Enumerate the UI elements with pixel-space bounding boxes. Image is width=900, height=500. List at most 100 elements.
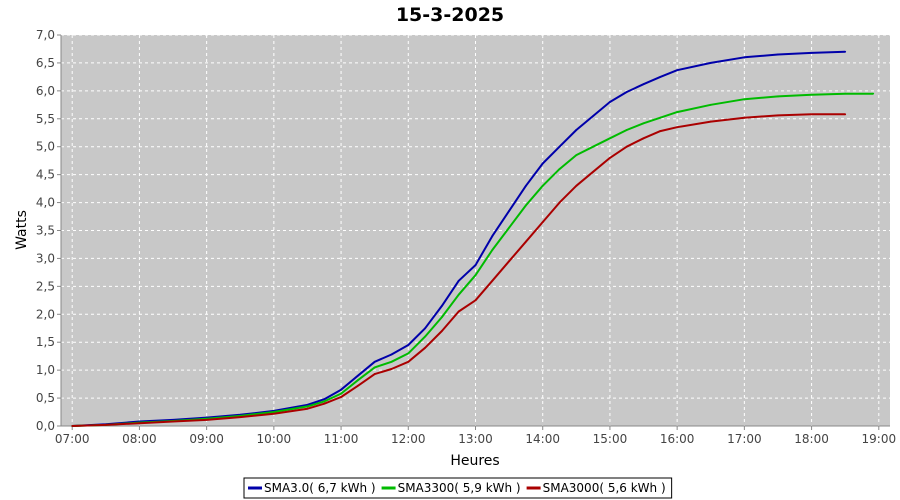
data-point xyxy=(407,360,410,363)
data-point xyxy=(592,115,595,117)
data-point xyxy=(491,279,494,282)
data-point xyxy=(709,62,712,64)
y-tick-label: 2,0 xyxy=(36,307,55,321)
data-point xyxy=(390,360,393,363)
data-point xyxy=(340,392,342,395)
data-point xyxy=(525,184,527,187)
x-tick-label: 16:00 xyxy=(660,432,695,446)
data-point xyxy=(676,126,679,129)
data-point xyxy=(172,420,174,423)
data-point xyxy=(575,184,578,187)
y-tick-label: 4,0 xyxy=(36,196,55,210)
data-point xyxy=(457,293,460,296)
data-point xyxy=(205,418,208,421)
data-point xyxy=(609,156,611,159)
y-tick-label: 3,0 xyxy=(36,251,55,265)
y-tick-label: 5,5 xyxy=(36,112,55,126)
data-point xyxy=(323,400,326,403)
y-tick-label: 6,5 xyxy=(36,56,55,70)
chart-title: 15-3-2025 xyxy=(396,4,504,26)
data-point xyxy=(104,423,107,426)
x-tick-label: 07:00 xyxy=(55,432,90,446)
x-tick-label: 14:00 xyxy=(525,432,560,446)
data-point xyxy=(743,56,746,59)
data-point xyxy=(625,129,628,131)
data-point xyxy=(340,388,342,391)
legend-label: SMA3.0( 6,7 kWh ) xyxy=(264,481,376,495)
data-point xyxy=(323,398,326,401)
legend: SMA3.0( 6,7 kWh ) SMA3300( 5,9 kWh ) SMA30… xyxy=(243,477,673,499)
x-tick-label: 15:00 xyxy=(593,432,628,446)
x-tick-label: 19:00 xyxy=(862,432,897,446)
data-point xyxy=(810,113,813,116)
data-point xyxy=(306,407,309,410)
data-point xyxy=(272,412,275,415)
data-point xyxy=(676,69,679,72)
y-axis-label: Watts xyxy=(14,210,30,250)
axes: 0,0 0,5 1,0 1,5 2,0 2,5 3,0 3,5 4,0 4,5 5,0 5,5 6,0 6… xyxy=(36,28,896,446)
data-point xyxy=(390,353,393,356)
data-point xyxy=(777,95,779,98)
data-point xyxy=(373,366,376,369)
data-point xyxy=(625,91,628,93)
data-point xyxy=(323,402,326,405)
data-point xyxy=(609,137,611,140)
legend-label: SMA3000( 5,6 kWh ) xyxy=(543,481,666,495)
x-tick-label: 11:00 xyxy=(324,432,359,446)
data-point xyxy=(525,240,527,243)
data-point xyxy=(508,226,511,229)
data-point xyxy=(356,374,359,377)
data-point xyxy=(642,137,645,140)
data-point xyxy=(558,201,561,204)
data-point xyxy=(659,130,662,132)
y-tick-label: 1,5 xyxy=(36,335,55,349)
y-tick-label: 7,0 xyxy=(36,28,55,42)
y-tick-label: 4,5 xyxy=(36,168,55,182)
data-point xyxy=(239,416,242,418)
data-point xyxy=(541,221,544,224)
data-point xyxy=(138,422,141,425)
data-point xyxy=(373,373,376,375)
data-point xyxy=(508,210,511,212)
data-point xyxy=(474,299,477,302)
data-point xyxy=(424,327,426,330)
data-point xyxy=(541,162,544,165)
data-point xyxy=(306,405,309,408)
data-point xyxy=(575,154,578,156)
x-tick-label: 10:00 xyxy=(257,432,292,446)
data-point xyxy=(356,384,359,387)
data-point xyxy=(872,92,875,95)
data-point xyxy=(440,305,443,307)
x-tick-label: 13:00 xyxy=(458,432,493,446)
y-tick-label: 6,0 xyxy=(36,84,55,98)
grid-lines xyxy=(61,34,890,427)
data-point xyxy=(558,168,561,170)
x-tick-label: 08:00 xyxy=(122,432,157,446)
data-point xyxy=(474,264,477,267)
data-point xyxy=(525,204,527,207)
y-tick-label: 1,0 xyxy=(36,363,55,377)
data-point xyxy=(340,396,342,398)
x-tick-label: 17:00 xyxy=(727,432,762,446)
data-point xyxy=(508,260,511,263)
x-tick-label: 18:00 xyxy=(794,432,829,446)
data-point xyxy=(356,379,359,382)
data-point xyxy=(424,335,426,338)
series-line-1 xyxy=(72,92,874,427)
data-point xyxy=(777,114,779,117)
data-point xyxy=(457,310,460,313)
data-point xyxy=(642,83,645,86)
data-point xyxy=(272,411,275,413)
data-point xyxy=(575,129,578,131)
data-point xyxy=(440,316,443,318)
data-point xyxy=(558,145,561,148)
legend-box xyxy=(243,477,673,499)
y-tick-label: 2,5 xyxy=(36,279,55,293)
data-point xyxy=(844,50,847,53)
data-point xyxy=(491,235,494,237)
data-point xyxy=(743,98,746,101)
x-tick-label: 09:00 xyxy=(189,432,224,446)
data-point xyxy=(457,279,460,282)
data-point xyxy=(810,51,813,54)
